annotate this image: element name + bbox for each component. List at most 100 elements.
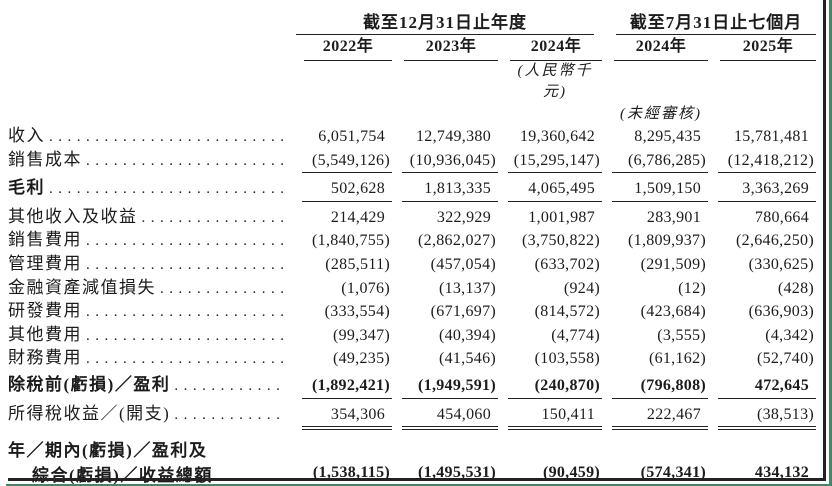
dot-leader: ........................................…	[160, 280, 284, 297]
value-cell: (1,495,531)	[402, 460, 498, 486]
value-cell: (52,740)	[756, 350, 814, 368]
value-cell: (333,554)	[324, 303, 390, 321]
dot-leader: ........................................…	[217, 464, 284, 486]
value-cell: (10,936,045)	[402, 150, 498, 174]
period-group-seven-months: 截至7月31日止七個月	[616, 12, 816, 35]
value-cell: (41,546)	[438, 350, 496, 368]
value-cell: (12)	[678, 279, 706, 297]
dot-leader: ........................................…	[86, 233, 284, 250]
row-label: 研發費用....................................…	[8, 300, 292, 324]
value-cell: 214,429	[330, 208, 385, 226]
row-label: 除稅前(虧損)／盈利..............................…	[8, 374, 292, 398]
value-cell: (671,697)	[430, 303, 496, 321]
value-cell: 780,664	[754, 208, 809, 226]
value-cell: (574,341)	[612, 460, 708, 486]
value-cell: (1,538,115)	[302, 460, 392, 486]
column-header-2024: 2024年	[510, 35, 602, 61]
table-row-profit-before-tax: 除稅前(虧損)／盈利..............................…	[0, 374, 824, 399]
table-sheet: 截至12月31日止年度 截至7月31日止七個月 2022年 2023年 2024…	[0, 12, 824, 486]
value-cell: (2,646,250)	[736, 232, 814, 250]
value-cell: 8,295,435	[634, 128, 701, 145]
value-cell: (2,862,027)	[418, 232, 496, 250]
header-period-groups: 截至12月31日止年度 截至7月31日止七個月	[0, 12, 824, 35]
value-cell: (3,750,822)	[522, 232, 600, 250]
dot-leader: ........................................…	[86, 351, 284, 368]
value-cell: (1,809,937)	[628, 232, 706, 250]
value-cell: 6,051,754	[318, 128, 385, 145]
value-cell: (40,394)	[438, 326, 496, 344]
currency-unit-note: (人民幣千元)	[517, 63, 593, 100]
value-cell: (924)	[563, 279, 600, 297]
total-label-line2: 綜合(虧損)／收益總額.............................…	[8, 463, 292, 486]
row-label: 其他費用....................................…	[8, 324, 292, 348]
value-cell: 15,781,481	[734, 128, 809, 145]
table-row-rd-expenses: 研發費用....................................…	[0, 300, 824, 324]
value-cell: 472,645	[718, 375, 816, 399]
table-row-gross-profit: 毛利......................................…	[0, 177, 824, 202]
value-cell: (15,295,147)	[508, 150, 602, 174]
value-cell: (423,684)	[640, 303, 706, 321]
table-row-impairment-losses: 金融資產減值損失................................…	[0, 277, 824, 301]
value-cell: 1,813,335	[402, 178, 498, 202]
table-row-cost-of-sales: 銷售成本....................................…	[0, 149, 824, 174]
value-cell: (814,572)	[534, 303, 600, 321]
dot-leader: ........................................…	[86, 256, 284, 273]
value-cell: (291,509)	[640, 255, 706, 273]
value-cell: 1,509,150	[612, 178, 708, 202]
unaudited-note: (未經審核)	[620, 106, 702, 122]
value-cell: (49,235)	[332, 350, 390, 368]
page-border-right	[823, 0, 826, 480]
dot-leader: ........................................…	[49, 129, 284, 145]
table-row-revenue: 收入......................................…	[0, 125, 824, 149]
header-unaudited-row: (未經審核)	[0, 103, 824, 125]
total-label-line1: 年／期內(虧損)／盈利及	[8, 441, 208, 461]
value-cell: (240,870)	[508, 375, 602, 399]
value-cell: (285,511)	[325, 255, 390, 273]
row-label: 財務費用....................................…	[8, 347, 292, 371]
row-label: 金融資產減值損失................................…	[8, 277, 292, 301]
row-label: 管理費用....................................…	[8, 253, 292, 277]
value-cell: (61,162)	[648, 350, 706, 368]
value-cell: 4,065,495	[508, 178, 602, 202]
value-cell: (1,840,755)	[312, 232, 390, 250]
value-cell: 283,901	[646, 208, 701, 226]
value-cell: 150,411	[508, 404, 602, 431]
column-header-2022: 2022年	[304, 35, 392, 61]
table-row-other-expenses: 其他費用....................................…	[0, 324, 824, 348]
value-cell: (38,513)	[718, 404, 816, 431]
value-cell: (4,342)	[765, 326, 814, 344]
value-cell: (428)	[777, 279, 814, 297]
scan-edge-right-green	[829, 0, 832, 486]
dot-leader: ........................................…	[49, 181, 284, 198]
value-cell: (12,418,212)	[718, 150, 816, 174]
value-cell: (90,459)	[508, 460, 602, 486]
table-row-income-tax: 所得稅收益／(開支)..............................…	[0, 403, 824, 431]
dot-leader: ........................................…	[86, 152, 284, 169]
value-cell: 322,929	[436, 208, 491, 226]
dot-leader: ........................................…	[86, 304, 284, 321]
row-label: 銷售成本....................................…	[8, 149, 292, 173]
dot-leader: ........................................…	[174, 377, 284, 394]
value-cell: (4,774)	[551, 326, 600, 344]
value-cell: 19,360,642	[520, 128, 595, 145]
value-cell: (1,076)	[341, 279, 390, 297]
dot-leader: ........................................…	[174, 406, 284, 423]
row-label: 其他收入及收益.................................…	[8, 206, 292, 230]
value-cell: 1,001,987	[528, 208, 595, 226]
value-cell: (633,702)	[534, 255, 600, 273]
table-row-admin-expenses: 管理費用....................................…	[0, 253, 824, 277]
value-cell: (1,949,591)	[402, 375, 498, 399]
value-cell: (3,555)	[657, 326, 706, 344]
value-cell: (457,054)	[430, 255, 496, 273]
value-cell: (636,903)	[748, 303, 814, 321]
value-cell: 502,628	[302, 178, 392, 202]
value-cell: (796,808)	[612, 375, 708, 399]
value-cell: 434,132	[718, 460, 816, 486]
value-cell: (1,892,421)	[302, 375, 392, 399]
header-year-row: 2022年 2023年 2024年 2024年 2025年	[0, 35, 824, 61]
header-unit-row: (人民幣千元)	[0, 61, 824, 103]
row-label: 所得稅收益／(開支)..............................…	[8, 403, 292, 427]
value-cell: (103,558)	[534, 350, 600, 368]
value-cell: (6,786,285)	[612, 150, 708, 174]
